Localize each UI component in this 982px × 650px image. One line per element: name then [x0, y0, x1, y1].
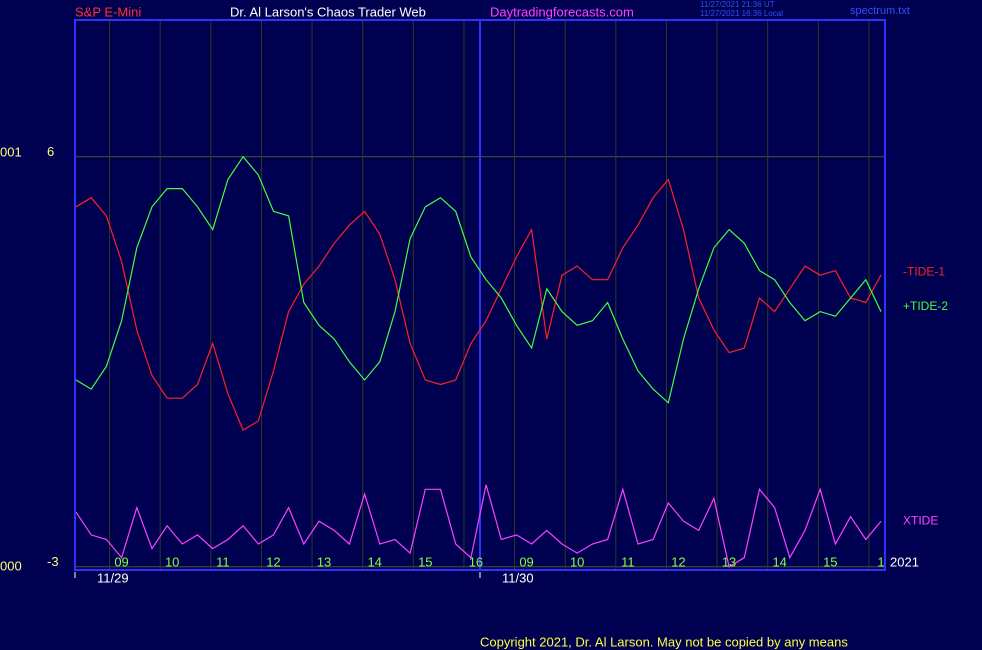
plot-frame [74, 19, 886, 571]
year: 2021 [890, 554, 919, 569]
x-tick-label: 14 [772, 554, 786, 569]
x-tick-label: 10 [570, 554, 584, 569]
day-label: 11/29 [97, 570, 129, 585]
x-tick-label: 09 [519, 554, 533, 569]
x-tick-label: 16 [469, 554, 483, 569]
y-tick-label: 6 [47, 144, 54, 159]
grid [75, 20, 885, 570]
series-line [75, 484, 882, 568]
series-line [75, 178, 882, 431]
x-tick-label: 13 [722, 554, 736, 569]
x-tick-label: 12 [671, 554, 685, 569]
lines [75, 155, 882, 568]
legend-label: XTIDE [903, 513, 938, 527]
x-tick-label: 15 [823, 554, 837, 569]
x-tick-label: 10 [165, 554, 179, 569]
copyright: Copyright 2021, Dr. Al Larson. May not b… [480, 634, 848, 649]
day-label: 11/30 [502, 570, 534, 585]
chart-title: Dr. Al Larson's Chaos Trader Web [230, 4, 426, 19]
series-line [75, 155, 882, 404]
x-tick-label: 11 [621, 554, 635, 569]
x-tick-label: 15 [418, 554, 432, 569]
instrument: S&P E-Mini [75, 4, 141, 19]
left-label: 001 [0, 144, 22, 159]
legend-label: -TIDE-1 [903, 264, 945, 278]
timestamp: 11/27/2021 16:36 Local [700, 9, 783, 18]
x-tick-label: 13 [317, 554, 331, 569]
x-tick-label: 11 [216, 554, 230, 569]
x-tick-label: 12 [266, 554, 280, 569]
left-label: 000 [0, 558, 22, 573]
x-tick-label: 1 [877, 554, 884, 569]
file-name: spectrum.txt [850, 5, 910, 17]
timestamp: 11/27/2021 21:36 UT [700, 0, 775, 9]
x-tick-label: 14 [367, 554, 381, 569]
y-tick-label: -3 [47, 554, 59, 569]
site: Daytradingforecasts.com [490, 4, 634, 19]
legend-label: +TIDE-2 [903, 299, 948, 313]
x-tick-label: 09 [114, 554, 128, 569]
